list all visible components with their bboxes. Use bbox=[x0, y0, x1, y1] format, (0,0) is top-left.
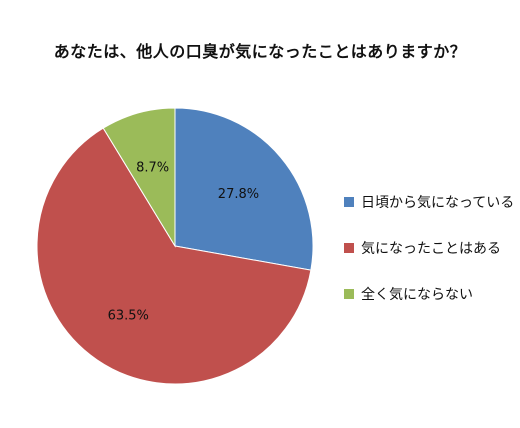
legend-label-never: 全く気にならない bbox=[361, 287, 473, 303]
legend: 日頃から気になっている 気になったことはある 全く気にならない bbox=[344, 192, 514, 330]
slice-label-daily: 27.8% bbox=[218, 187, 259, 202]
pie-slice-never bbox=[102, 107, 176, 248]
legend-item-daily: 日頃から気になっている bbox=[344, 192, 514, 212]
legend-swatch-never bbox=[344, 289, 354, 299]
slice-label-never: 8.7% bbox=[136, 160, 169, 175]
legend-item-never: 全く気にならない bbox=[344, 284, 514, 304]
chart-title: あなたは、他人の口臭が気になったことはありますか？ bbox=[53, 42, 467, 61]
legend-label-sometimes: 気になったことはある bbox=[361, 241, 501, 257]
legend-label-daily: 日頃から気になっている bbox=[361, 195, 515, 211]
pie-slice-sometimes bbox=[36, 127, 312, 385]
pie-slice-daily bbox=[174, 107, 314, 271]
legend-swatch-sometimes bbox=[344, 243, 354, 253]
legend-swatch-daily bbox=[344, 197, 354, 207]
slice-label-sometimes: 63.5% bbox=[108, 308, 149, 323]
legend-item-sometimes: 気になったことはある bbox=[344, 238, 514, 258]
